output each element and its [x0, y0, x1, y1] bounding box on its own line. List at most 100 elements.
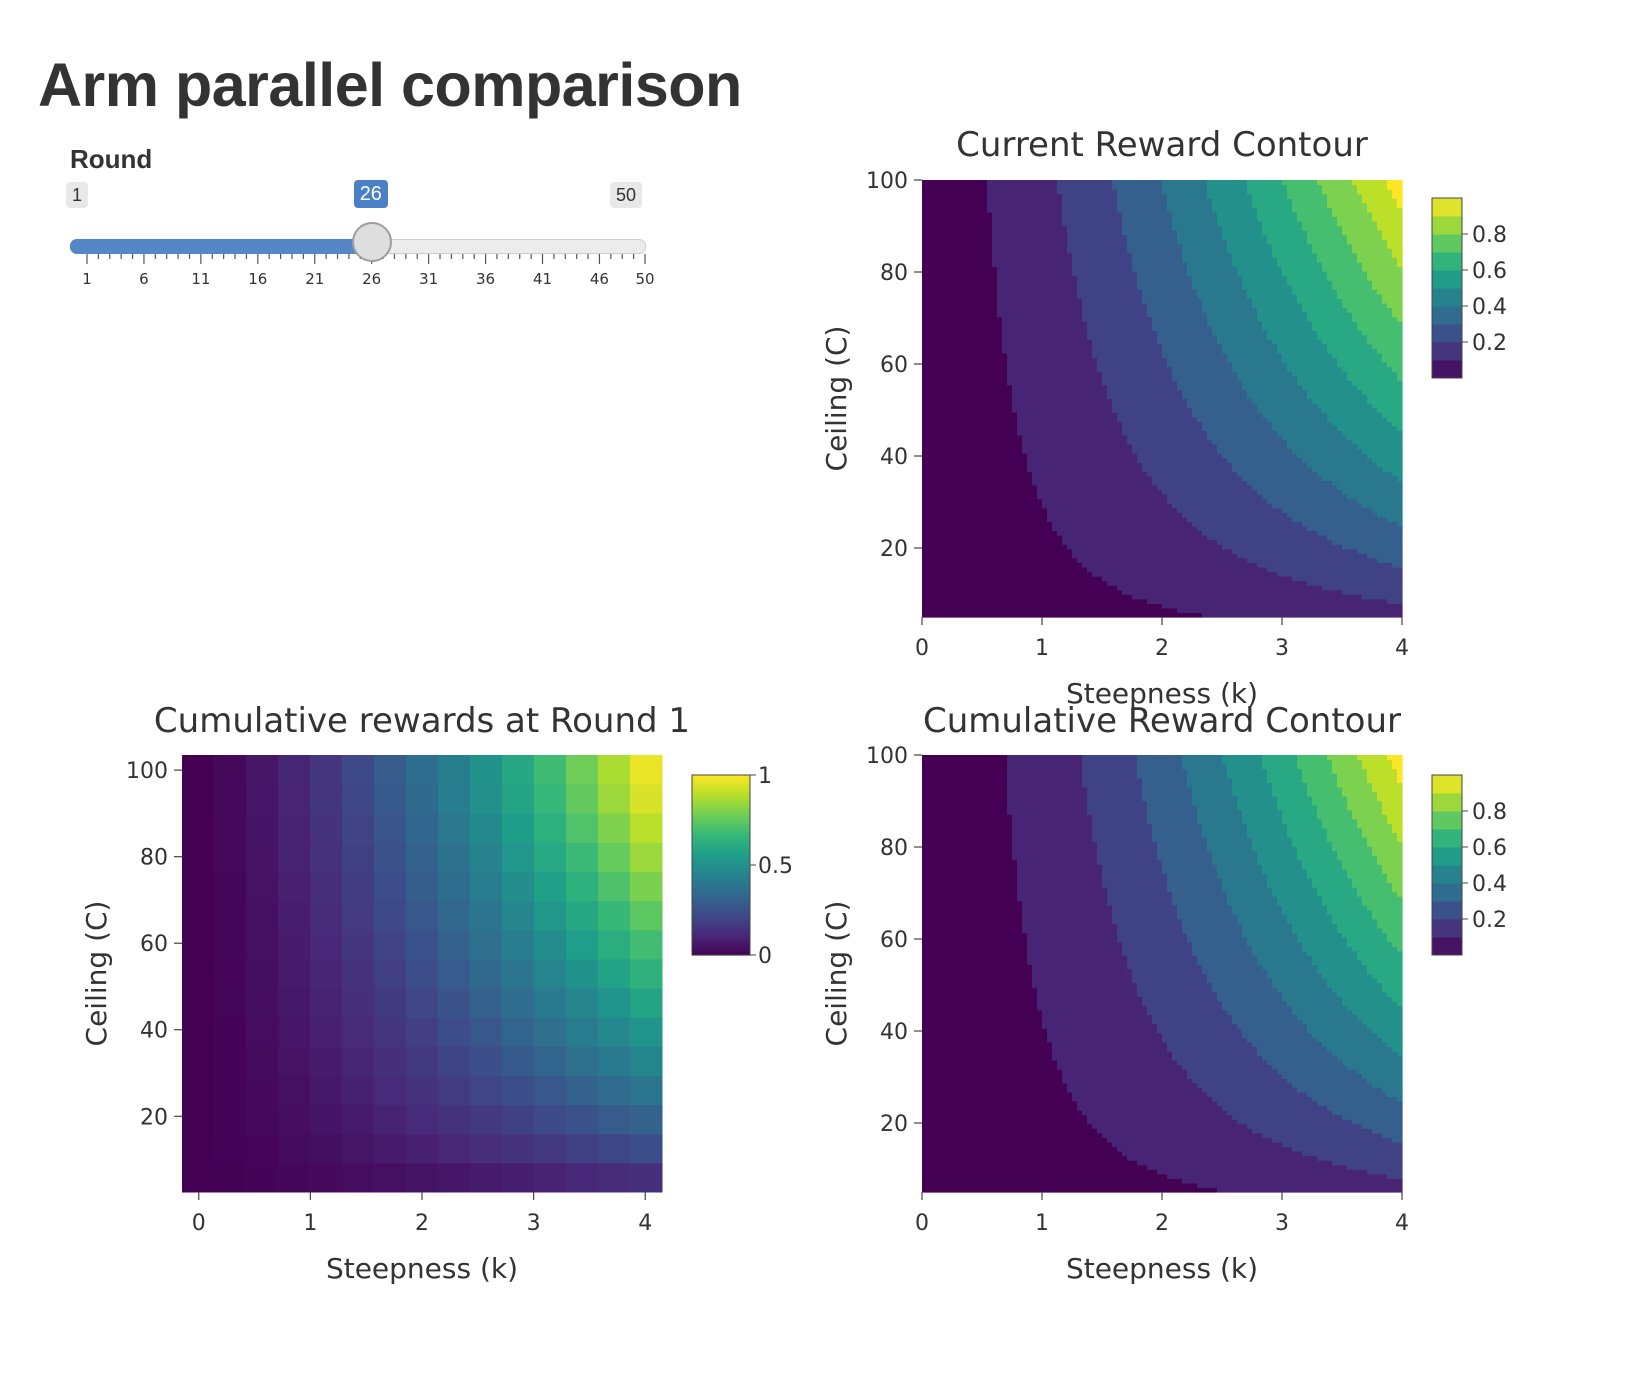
contour-cell: [962, 334, 968, 340]
contour-cell: [1067, 211, 1073, 218]
contour-cell: [1132, 475, 1138, 482]
contour-cell: [932, 220, 938, 227]
contour-cell: [1137, 257, 1143, 263]
contour-cell: [992, 494, 998, 500]
contour-cell: [957, 234, 963, 240]
contour-cell: [987, 607, 993, 614]
contour-cell: [927, 471, 933, 477]
contour-cell: [992, 207, 998, 213]
contour-cell: [972, 343, 978, 350]
contour-cell: [1127, 539, 1133, 545]
contour-cell: [1092, 576, 1098, 582]
contour-cell: [967, 535, 973, 541]
contour-cell: [927, 516, 933, 522]
contour-cell: [1047, 316, 1053, 322]
contour-cell: [1127, 576, 1133, 582]
contour-cell: [1062, 462, 1068, 468]
contour-cell: [1002, 325, 1008, 331]
contour-cell: [997, 512, 1003, 518]
contour-cell: [962, 521, 968, 527]
contour-cell: [1132, 307, 1138, 313]
contour-cell: [1172, 416, 1178, 422]
contour-cell: [972, 612, 978, 618]
contour-cell: [1007, 444, 1013, 450]
contour-cell: [1107, 576, 1113, 582]
contour-cell: [1147, 535, 1153, 541]
contour-cell: [1097, 525, 1103, 532]
contour-cell: [1072, 234, 1078, 240]
contour-cell: [1072, 544, 1078, 550]
round-slider[interactable]: Round 1 26 50 1 6 11 16 21 26 31 36 41 46 50: [60, 140, 700, 300]
contour-cell: [927, 503, 933, 509]
contour-cell: [1007, 302, 1013, 309]
contour-cell: [932, 425, 938, 431]
contour-cell: [1157, 357, 1163, 363]
contour-cell: [957, 362, 963, 368]
contour-cell: [992, 471, 998, 477]
contour-cell: [1027, 444, 1033, 450]
contour-cell: [942, 252, 948, 258]
contour-cell: [1062, 571, 1068, 577]
contour-cell: [1067, 325, 1073, 331]
contour-cell: [1137, 366, 1143, 372]
contour-cell: [922, 239, 928, 245]
contour-cell: [992, 507, 998, 513]
contour-cell: [1002, 407, 1008, 413]
contour-cell: [1062, 603, 1068, 609]
contour-cell: [927, 375, 933, 381]
contour-cell: [922, 453, 928, 459]
contour-cell: [967, 184, 973, 190]
contour-cell: [1037, 525, 1043, 532]
contour-cell: [922, 293, 928, 299]
contour-cell: [927, 412, 933, 418]
contour-cell: [1007, 453, 1013, 459]
contour-cell: [1137, 494, 1143, 500]
contour-cell: [957, 562, 963, 568]
contour-cell: [1147, 321, 1153, 327]
contour-cell: [987, 366, 993, 372]
contour-cell: [1117, 444, 1123, 450]
contour-cell: [947, 207, 953, 213]
contour-cell: [1052, 234, 1058, 240]
contour-cell: [1017, 484, 1023, 491]
contour-cell: [972, 230, 978, 236]
contour-cell: [957, 389, 963, 395]
contour-cell: [1092, 184, 1098, 190]
contour-cell: [937, 457, 943, 463]
contour-cell: [1052, 576, 1058, 582]
contour-cell: [1057, 548, 1063, 554]
contour-cell: [922, 366, 928, 372]
slider-handle[interactable]: [351, 222, 392, 262]
contour-cell: [1172, 366, 1178, 372]
contour-cell: [1102, 416, 1108, 422]
contour-cell: [962, 261, 968, 268]
contour-cell: [967, 548, 973, 554]
contour-cell: [962, 566, 968, 573]
contour-cell: [1117, 234, 1123, 240]
contour-cell: [1127, 462, 1133, 468]
contour-cell: [957, 489, 963, 495]
contour-cell: [1012, 607, 1018, 614]
contour-cell: [1172, 289, 1178, 295]
contour-cell: [1112, 430, 1118, 436]
contour-cell: [922, 330, 928, 336]
contour-cell: [1022, 494, 1028, 500]
contour-cell: [1102, 325, 1108, 331]
contour-cell: [947, 425, 953, 431]
contour-cell: [1117, 189, 1123, 195]
contour-cell: [1007, 576, 1013, 582]
contour-cell: [1047, 580, 1053, 586]
contour-cell: [1032, 348, 1038, 354]
contour-cell: [1087, 507, 1093, 513]
contour-cell: [1117, 407, 1123, 413]
contour-cell: [1107, 248, 1113, 254]
contour-cell: [1107, 352, 1113, 359]
contour-cell: [967, 298, 973, 304]
contour-cell: [947, 576, 953, 582]
contour-cell: [1102, 398, 1108, 404]
contour-cell: [1122, 612, 1128, 618]
contour-cell: [962, 389, 968, 395]
contour-cell: [987, 412, 993, 418]
contour-cell: [1172, 475, 1178, 482]
contour-cell: [1062, 471, 1068, 477]
